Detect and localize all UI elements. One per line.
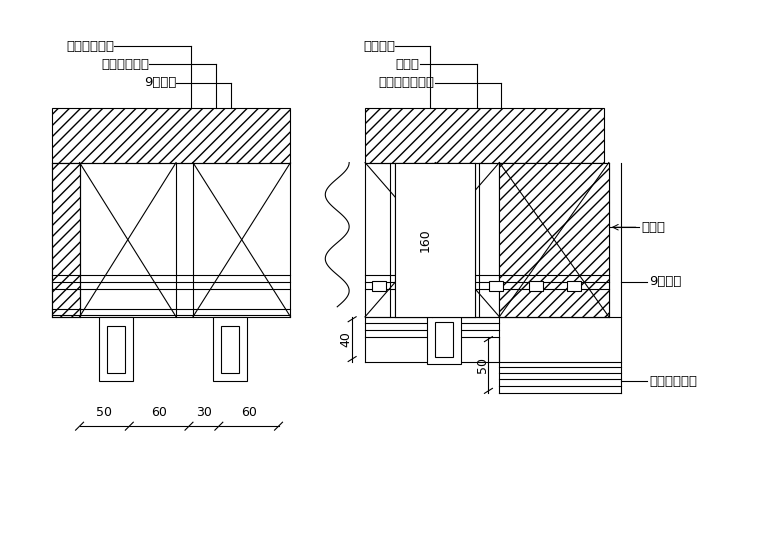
- Text: 砂光不锈钢板: 砂光不锈钢板: [101, 57, 149, 70]
- Bar: [52, 108, 290, 163]
- Bar: [365, 108, 604, 163]
- Bar: [499, 163, 609, 317]
- Bar: [213, 317, 247, 381]
- Text: 柚木夹板清漆: 柚木夹板清漆: [66, 40, 115, 53]
- Text: 9厘夹板: 9厘夹板: [144, 76, 176, 90]
- Bar: [107, 326, 125, 373]
- Text: 磨砂玻璃: 磨砂玻璃: [363, 40, 395, 53]
- Text: 50: 50: [476, 357, 489, 373]
- Bar: [529, 281, 543, 291]
- Bar: [567, 281, 581, 291]
- Text: 60: 60: [241, 406, 257, 419]
- Bar: [435, 322, 453, 357]
- Bar: [100, 317, 133, 381]
- Text: 广告钉: 广告钉: [396, 57, 420, 70]
- Text: 40: 40: [340, 331, 353, 347]
- Text: 木龙骨: 木龙骨: [641, 221, 666, 234]
- Bar: [427, 317, 461, 364]
- Text: 30: 30: [196, 406, 212, 419]
- Bar: [372, 281, 386, 291]
- Bar: [489, 281, 503, 291]
- Bar: [221, 326, 239, 373]
- Bar: [52, 163, 80, 317]
- Text: 160: 160: [418, 228, 431, 251]
- Text: 砂光不锈钢方管: 砂光不锈钢方管: [378, 76, 435, 90]
- Text: 50: 50: [97, 406, 112, 419]
- Bar: [395, 163, 474, 317]
- Text: 60: 60: [151, 406, 167, 419]
- Text: 柚木夹板清漆: 柚木夹板清漆: [650, 375, 698, 388]
- Text: 9厘夹板: 9厘夹板: [650, 275, 682, 288]
